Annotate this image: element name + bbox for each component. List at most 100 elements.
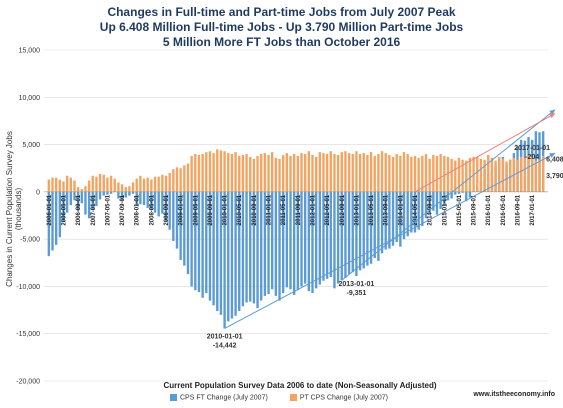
y-tick-label: -10,000 [16,284,40,291]
pt-bar [384,153,387,192]
pt-bar [446,156,450,192]
pt-bar [194,154,197,192]
pt-bar [421,155,424,192]
x-tick-label: 2009-01-01 [179,194,185,225]
ft-bar [249,191,252,302]
pt-bar [333,154,336,192]
x-tick-label: 2012-01-01 [310,194,316,225]
ft-bar [402,191,406,240]
x-axis-label: Current Population Survey Data 2006 to d… [163,381,437,390]
pt-bar [252,158,256,192]
pt-bar [424,154,428,192]
ft-bar [190,191,193,287]
ft-bar [128,191,131,196]
pt-bar [413,155,417,192]
end-label-pt: 3,790 [546,173,563,180]
annotation-label: -204 [525,154,539,161]
pt-bar [468,157,472,192]
ft-bar [245,191,248,303]
annotation-label: -9,351 [346,290,366,297]
pt-bar [65,175,69,192]
pt-bar [212,153,215,192]
x-tick-label: 2014-09-01 [428,194,434,225]
pt-bar [274,157,278,192]
annotation-label: 2010-01-01 [207,333,243,340]
x-tick-label: 2009-05-01 [193,194,199,225]
ft-bar [241,191,245,307]
x-tick-label: 2013-09-01 [384,194,390,225]
ft-bar [388,191,391,249]
x-tick-label: 2009-09-01 [208,194,214,225]
pt-bar [281,154,285,192]
ft-bar [58,191,62,238]
ft-bar [47,191,51,257]
ft-bar [69,191,72,206]
pt-bar [358,154,362,192]
pt-bar [54,177,58,192]
pt-bar [314,156,318,192]
ft-bar [347,191,351,275]
ft-bar [234,191,237,316]
pt-bar [80,189,83,192]
x-tick-label: 2010-01-01 [223,194,229,225]
ft-bar [380,191,384,254]
pt-bar [351,154,354,192]
pt-bar [439,154,442,192]
pt-bar [516,159,519,192]
ft-bar [314,191,318,289]
ft-bar [135,191,138,207]
pt-bar [476,156,479,192]
ft-bar [292,191,296,295]
pt-bar [505,161,508,192]
pt-bar [340,152,343,192]
x-tick-label: 2016-01-01 [486,194,492,225]
pt-bar [454,160,457,192]
pt-bar [523,157,527,192]
ft-bar [281,191,285,294]
pt-bar [227,153,230,192]
ft-bar [76,191,80,211]
ft-bar [454,191,457,195]
legend-label-pt: PT CPS Change (July 2007) [299,394,389,402]
ft-bar [186,191,190,275]
ft-bar [84,191,87,215]
ft-bar [157,191,160,217]
ft-bar [421,191,424,226]
x-tick-label: 2012-09-01 [340,194,346,225]
legend-swatch-ft [170,394,177,401]
ft-bar [73,191,76,201]
ft-bar [340,191,343,281]
ft-bar [307,191,311,292]
ft-bar [117,191,120,199]
ft-bar [267,191,270,294]
pt-bar [373,155,376,192]
pt-bar [58,179,62,192]
pt-bar [205,152,208,192]
ft-bar [377,191,380,261]
ft-bar [333,191,336,289]
chart-title-line-3: 5 Million More FT Jobs than October 2016 [162,35,401,49]
pt-bar [256,155,259,192]
pt-bar [355,151,358,192]
pt-bar [260,154,263,192]
ft-bar [183,191,186,266]
pt-bar [520,156,523,192]
ft-bar [219,191,223,315]
ft-bar [150,191,153,210]
ft-bar [142,191,146,206]
pt-bar [534,160,538,192]
legend-item-pt: PT CPS Change (July 2007) [289,394,389,402]
ft-bar [325,191,329,279]
trend-line [414,112,556,193]
pt-bar [208,151,212,192]
pt-bar [490,157,494,192]
pt-bar [406,154,409,192]
ft-bar [131,191,135,194]
y-axis-label: Changes in Current Population Survey Job… [5,131,23,287]
pt-bar [238,155,241,192]
pt-bar [164,175,168,192]
y-tick-label: 15,000 [19,48,41,55]
trend-arrow-head [549,153,556,158]
x-tick-label: 2014-05-01 [413,194,419,225]
pt-bar [91,175,94,192]
